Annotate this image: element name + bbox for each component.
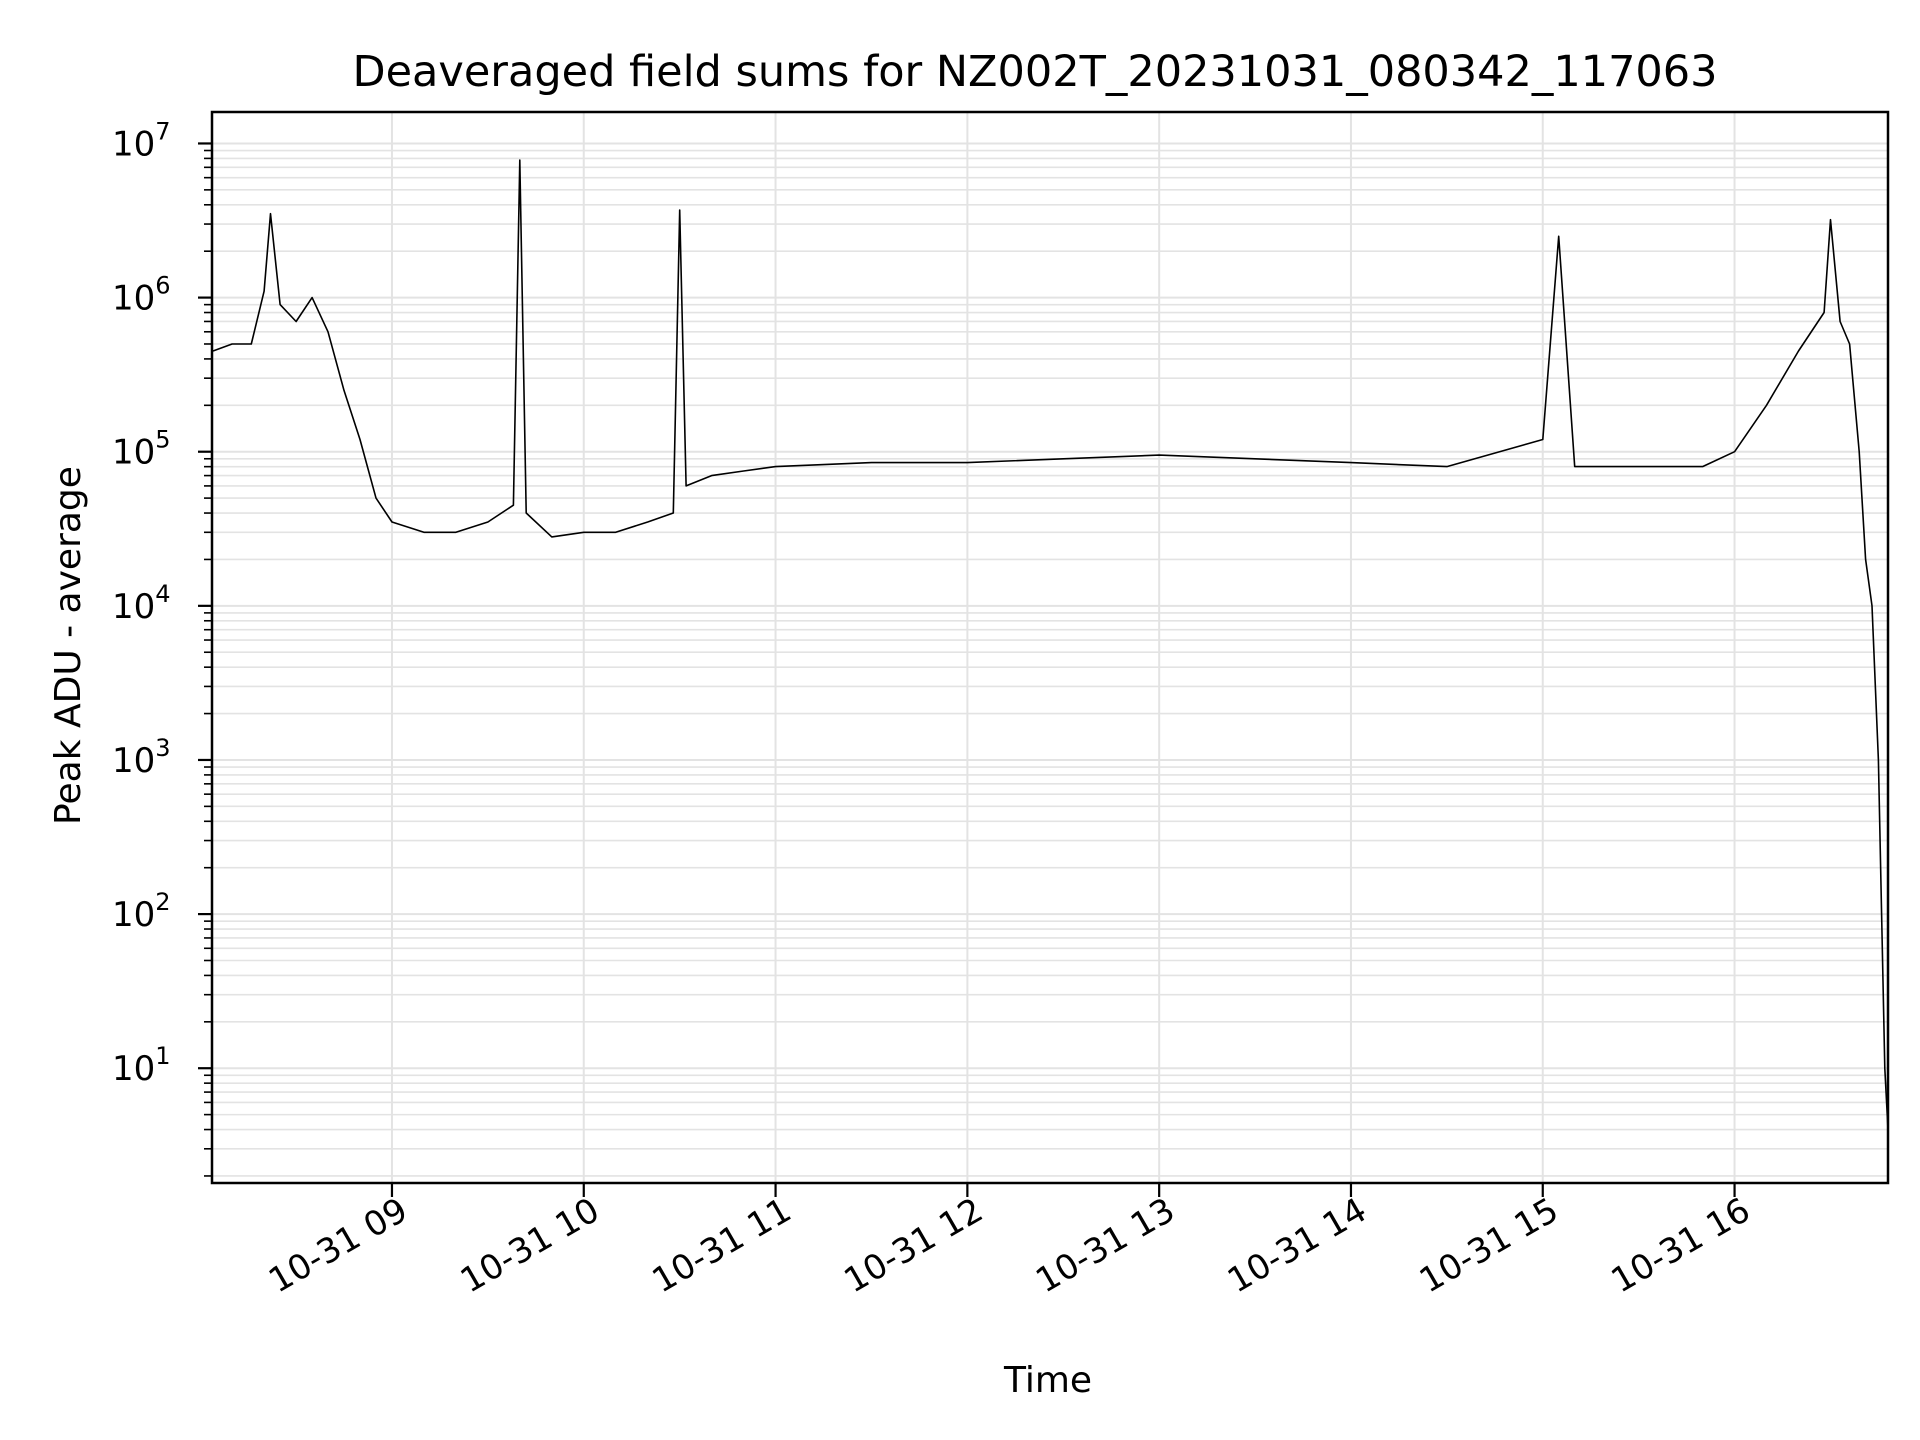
y-tick-label: 104: [112, 580, 171, 627]
y-tick-label: 103: [112, 734, 171, 781]
x-tick-label: 10-31 10: [454, 1190, 606, 1301]
chart-title: Deaveraged field sums for NZ002T_2023103…: [352, 47, 1717, 97]
plot-frame: [210, 110, 1890, 1185]
y-axis-label: Peak ADU - average: [48, 466, 89, 825]
y-tick-exponent: 7: [155, 117, 170, 145]
y-tick-exponent: 5: [155, 426, 170, 454]
y-tick-base: 10: [112, 124, 155, 164]
y-tick-exponent: 1: [155, 1042, 170, 1070]
series-line: [212, 159, 1889, 1130]
grid: [212, 112, 1888, 1183]
x-tick-label: 10-31 12: [837, 1190, 989, 1301]
y-tick-exponent: 3: [155, 734, 170, 762]
y-tick-exponent: 4: [155, 580, 170, 608]
series-group: [212, 159, 1889, 1130]
y-tick-exponent: 2: [155, 888, 170, 916]
x-tick-label: 10-31 09: [262, 1190, 414, 1301]
x-tick-label: 10-31 14: [1221, 1190, 1373, 1301]
y-tick-label: 101: [112, 1042, 171, 1089]
x-tick-label: 10-31 13: [1029, 1190, 1181, 1301]
y-tick-label: 105: [112, 426, 171, 473]
y-tick-exponent: 6: [155, 272, 170, 300]
y-tick-base: 10: [112, 1049, 155, 1089]
x-tick-label: 10-31 16: [1605, 1190, 1757, 1301]
y-tick-base: 10: [112, 895, 155, 935]
y-tick-label: 106: [112, 272, 171, 319]
y-tick-base: 10: [112, 741, 155, 781]
y-tick-base: 10: [112, 433, 155, 473]
x-axis-label: Time: [1003, 1360, 1092, 1401]
y-tick-label: 102: [112, 888, 171, 935]
y-tick-label: 107: [112, 117, 171, 164]
y-tick-base: 10: [112, 587, 155, 627]
x-tick-label: 10-31 15: [1413, 1190, 1565, 1301]
x-tick-label: 10-31 11: [646, 1190, 798, 1301]
y-tick-base: 10: [112, 279, 155, 319]
